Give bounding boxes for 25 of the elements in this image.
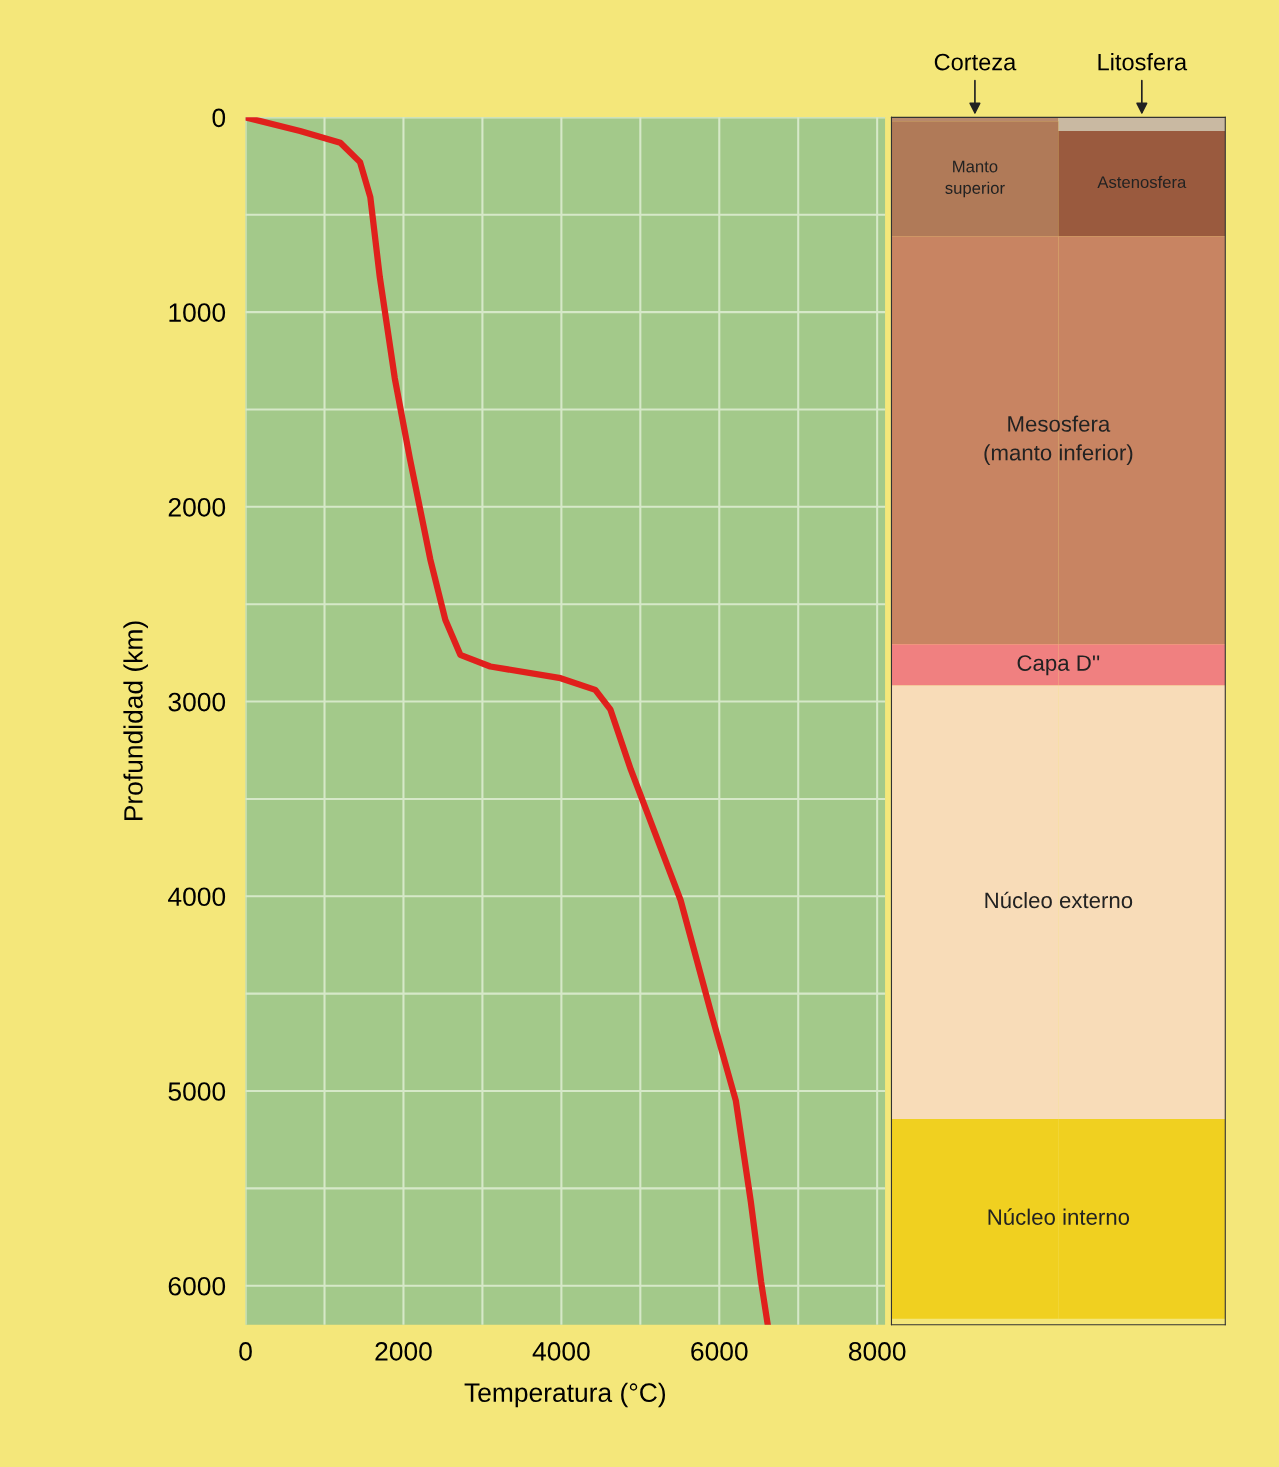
y-tick-label: 2000 [168,497,226,517]
y-tick-label: 6000 [168,1276,226,1296]
series-label: Litosfera [1098,53,1188,71]
y-tick-label: 4000 [168,887,226,907]
bar [1058,130,1226,237]
series-label: Núcleo interno [988,1208,1130,1225]
series-label: Núcleo externo [985,891,1133,909]
x-tick-label: 4000 [532,1342,590,1361]
bar [1058,117,1226,131]
x-tick-label: 0 [239,1342,252,1361]
x-tick-label: 6000 [691,1342,748,1361]
y-tick-label: 5000 [168,1082,226,1101]
bar [891,121,1059,237]
y-tick-label: 0 [212,108,226,128]
y-axis-title: Profundidad (km) [123,621,148,821]
series-label: Corteza [934,53,1017,71]
series-label: Manto superior [945,160,1005,198]
series-label: Astenosfera [1097,175,1187,189]
y-tick-label: 3000 [168,692,226,712]
x-axis-title: Temperatura (°C) [464,1382,666,1408]
series-label: Mesosfera (manto inferior) [984,415,1133,465]
y-tick-label: 1000 [169,303,226,322]
x-tick-label: 2000 [375,1342,432,1361]
x-tick-label: 8000 [848,1342,906,1361]
series-label: Capa D'' [1017,655,1100,676]
